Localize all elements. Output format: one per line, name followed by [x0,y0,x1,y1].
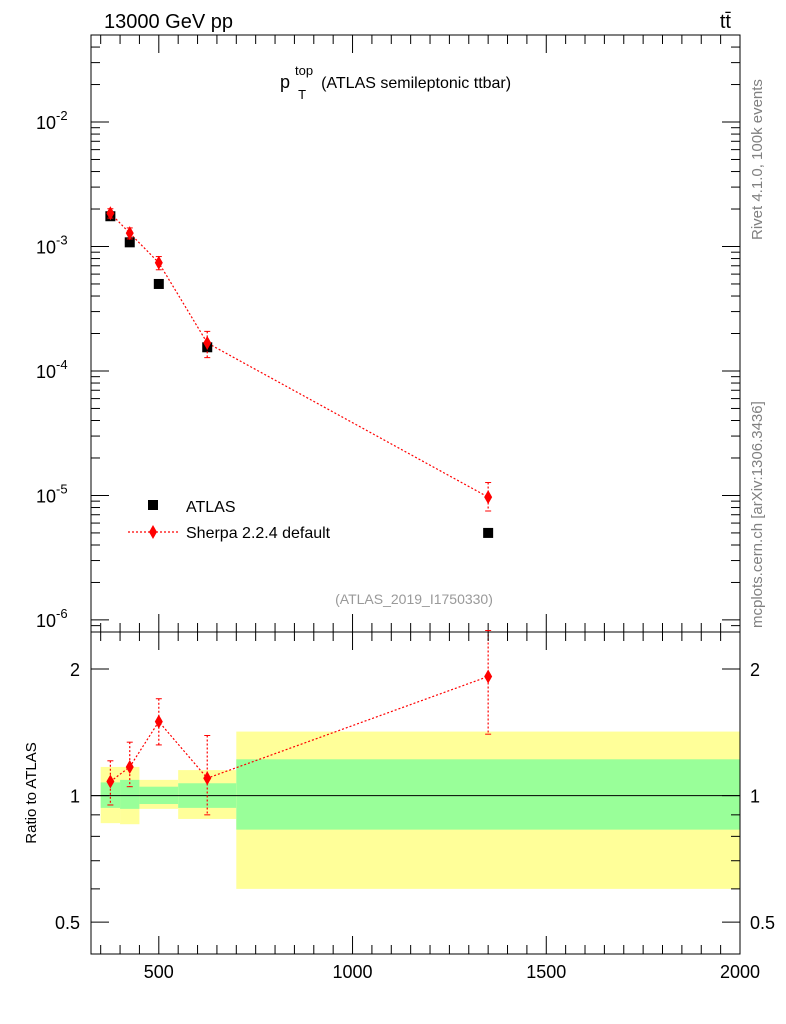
main-y-tick-label: 10-3 [36,232,68,257]
main-frame [90,34,741,633]
ratio-x-tick-label: 1000 [333,962,373,982]
ratio-point [203,771,212,786]
ratio-frame [90,631,741,955]
ratio-marks [106,630,493,816]
source-label: mcplots.cern.ch [arXiv:1306.3436] [749,401,766,628]
title-sup: top [295,63,313,78]
main-y-axis: 10-210-310-410-510-6 [36,34,741,633]
ratio-x-tick-label: 2000 [720,962,760,982]
tick-base: 10 [36,113,56,133]
legend-marker-atlas [148,500,158,510]
tick-base: 10 [36,486,56,506]
sherpa-point [484,490,493,505]
sherpa-point [203,335,212,350]
ratio-point [484,669,493,684]
legend-marker-sherpa [149,525,157,539]
ratio-axes: 2 2 1 1 0.5 0.5 500 1000 1500 2000 [55,632,775,982]
main-y-tick-label: 10-6 [36,606,68,631]
sherpa-line [109,212,489,498]
ratio-line [110,675,489,783]
legend-label-atlas: ATLAS [186,499,236,516]
ratio-y-tick-label: 1 [70,787,80,807]
ratio-band-inner [236,759,740,830]
ratio-panel: 2 2 1 1 0.5 0.5 500 1000 1500 2000 Ratio to ATLAS [23,630,775,982]
title-p: p [280,72,290,92]
ratio-point [125,759,134,774]
sherpa-point [106,206,115,221]
tick-base: 10 [36,362,56,382]
plot-title: p top T (ATLAS semileptonic ttbar) [280,59,511,103]
main-marks [105,206,494,538]
tick-exp: -2 [56,108,68,123]
tick-exp: -5 [56,481,68,496]
main-panel: 10-210-310-410-510-6 p top T (ATLAS semi… [36,34,741,633]
tick-exp: -6 [56,606,68,621]
ratio-bands [100,731,740,889]
process-label: tt̄ [720,11,732,33]
ratio-y-tick-label-right: 2 [750,660,760,680]
atlas-point [483,527,494,538]
rivet-label: Rivet 4.1.0, 100k events [749,79,766,240]
tick-exp: -3 [56,232,68,247]
ratio-y-tick-label-right: 0.5 [750,913,775,933]
ratio-y-tick-label: 0.5 [55,913,80,933]
energy-label: 13000 GeV pp [104,11,233,33]
sherpa-point [154,255,163,270]
ratio-x-tick-label: 500 [144,962,174,982]
title-sub: T [298,87,306,102]
atlas-point [124,237,135,248]
analysis-label: (ATLAS_2019_I1750330) [335,591,493,607]
atlas-point [153,278,164,289]
ratio-x-tick-label: 1500 [526,962,566,982]
tick-base: 10 [36,611,56,631]
tick-base: 10 [36,237,56,257]
legend: ATLAS Sherpa 2.2.4 default [128,499,331,542]
ratio-y-tick-label: 2 [70,660,80,680]
main-y-tick-label: 10-4 [36,357,68,382]
main-y-tick-label: 10-2 [36,108,68,133]
main-y-tick-label: 10-5 [36,481,68,506]
ratio-y-tick-label-right: 1 [750,787,760,807]
ratio-band-inner [120,779,140,809]
ratio-point [154,714,163,729]
sherpa-point [125,226,134,241]
legend-label-sherpa: Sherpa 2.2.4 default [186,525,331,542]
ratio-y-label: Ratio to ATLAS [23,742,40,843]
tick-exp: -4 [56,357,68,372]
title-rest: (ATLAS semileptonic ttbar) [321,75,511,92]
ratio-point [106,774,115,789]
